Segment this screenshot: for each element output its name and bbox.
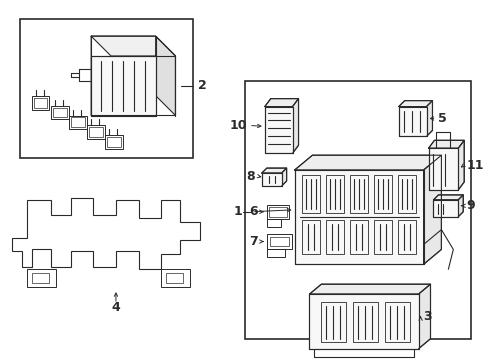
Text: 10: 10 bbox=[229, 119, 246, 132]
Text: 6: 6 bbox=[249, 205, 257, 218]
Bar bbox=[20, 19, 193, 158]
Bar bbox=[107, 137, 121, 147]
Text: 11: 11 bbox=[465, 159, 483, 172]
Polygon shape bbox=[261, 168, 286, 173]
Bar bbox=[373, 175, 391, 213]
Bar bbox=[397, 175, 415, 213]
Polygon shape bbox=[457, 195, 462, 217]
Polygon shape bbox=[91, 56, 155, 116]
Bar bbox=[71, 117, 85, 127]
Bar bbox=[325, 220, 344, 255]
Bar bbox=[373, 220, 391, 255]
Polygon shape bbox=[91, 36, 175, 56]
Text: 2: 2 bbox=[198, 79, 206, 92]
Bar bbox=[268, 207, 286, 217]
Bar bbox=[51, 105, 69, 120]
Bar bbox=[105, 135, 122, 149]
Polygon shape bbox=[398, 107, 426, 136]
Polygon shape bbox=[427, 148, 457, 190]
Bar bbox=[89, 127, 103, 137]
Polygon shape bbox=[309, 294, 418, 349]
Bar bbox=[32, 273, 49, 283]
Bar bbox=[244, 81, 470, 339]
Bar bbox=[384, 302, 409, 342]
Bar bbox=[26, 269, 56, 287]
Bar bbox=[165, 273, 183, 283]
Text: 5: 5 bbox=[438, 112, 446, 125]
Polygon shape bbox=[292, 99, 298, 153]
Polygon shape bbox=[294, 170, 423, 264]
Bar bbox=[87, 125, 105, 139]
Text: 3: 3 bbox=[423, 310, 431, 323]
Bar bbox=[302, 220, 320, 255]
Polygon shape bbox=[457, 140, 463, 190]
Bar bbox=[302, 175, 320, 213]
Bar bbox=[325, 175, 344, 213]
Polygon shape bbox=[264, 107, 292, 153]
Bar bbox=[349, 175, 367, 213]
Bar bbox=[34, 98, 47, 108]
Polygon shape bbox=[264, 99, 298, 107]
Text: 7: 7 bbox=[248, 235, 257, 248]
Polygon shape bbox=[261, 173, 281, 186]
Text: 1: 1 bbox=[233, 205, 242, 218]
Polygon shape bbox=[398, 100, 431, 107]
Bar bbox=[266, 205, 288, 219]
Text: 9: 9 bbox=[465, 199, 474, 212]
Polygon shape bbox=[432, 200, 457, 217]
Text: 4: 4 bbox=[111, 301, 120, 314]
Text: 8: 8 bbox=[246, 170, 254, 183]
Bar bbox=[69, 116, 87, 129]
Bar bbox=[266, 219, 280, 227]
Polygon shape bbox=[155, 36, 175, 116]
Polygon shape bbox=[423, 155, 441, 264]
Polygon shape bbox=[309, 284, 429, 294]
Bar bbox=[266, 249, 284, 257]
Bar bbox=[266, 234, 291, 249]
Bar bbox=[349, 220, 367, 255]
Polygon shape bbox=[418, 284, 429, 349]
Polygon shape bbox=[432, 195, 462, 200]
Bar bbox=[269, 237, 288, 247]
Bar bbox=[321, 302, 346, 342]
Bar bbox=[160, 269, 190, 287]
Bar bbox=[352, 302, 377, 342]
Bar bbox=[397, 220, 415, 255]
Bar bbox=[32, 96, 49, 109]
Polygon shape bbox=[281, 168, 286, 186]
Polygon shape bbox=[426, 100, 431, 136]
Polygon shape bbox=[427, 140, 463, 148]
Bar bbox=[53, 108, 67, 117]
Polygon shape bbox=[294, 155, 441, 170]
